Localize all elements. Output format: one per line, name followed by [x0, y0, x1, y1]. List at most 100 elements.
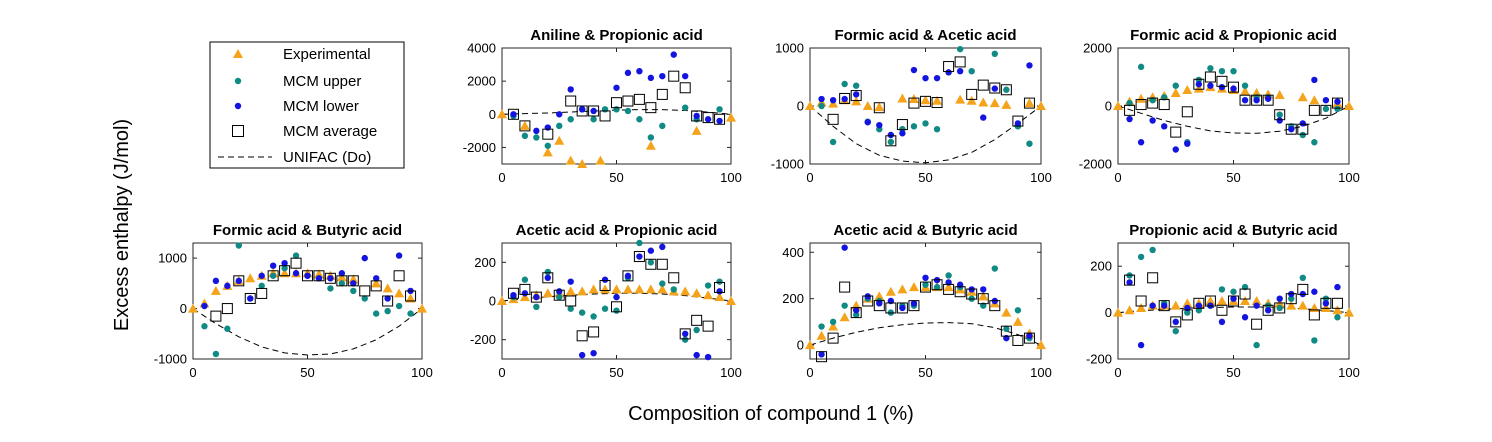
mcm-average-point [827, 332, 839, 344]
mcm-lower-point [693, 351, 700, 359]
mcm-lower-point [1126, 115, 1133, 123]
mcm-lower-point [829, 97, 837, 104]
mcm-average-point [668, 272, 680, 284]
mcm-upper-point [224, 325, 231, 332]
experimental-point [554, 135, 565, 145]
mcm-average-point [1000, 325, 1012, 337]
mcm-average-point [1193, 297, 1205, 309]
mcm-lower-point [1207, 82, 1214, 89]
mcm-upper-point [933, 126, 941, 133]
experimental-point [577, 159, 588, 168]
mcm-average-point [668, 70, 680, 82]
mcm-average-point [1204, 295, 1216, 307]
mcm-lower-point [841, 244, 848, 251]
mcm-lower-point [258, 272, 265, 279]
mcm-lower-point [818, 351, 825, 358]
experimental-point [680, 286, 691, 296]
y-tick-label: 0 [489, 107, 496, 122]
unifac-line [809, 105, 1042, 164]
mcm-upper-point [1322, 105, 1330, 113]
mcm-lower-point [818, 95, 825, 103]
experimental-point [828, 321, 839, 331]
mcm-upper-point [567, 116, 574, 123]
mcm-upper-point [636, 116, 643, 123]
experimental-point [691, 288, 702, 298]
unifac-line [192, 308, 423, 356]
mcm-lower-point [899, 304, 906, 312]
mcm-upper-point [1288, 295, 1295, 302]
mcm-upper-point [945, 272, 952, 279]
mcm-upper-point [624, 107, 632, 115]
mcm-upper-point [910, 123, 918, 130]
axes-box [192, 242, 423, 360]
mcm-upper-point [578, 309, 586, 316]
mcm-lower-point [1334, 98, 1341, 105]
experimental-point [577, 286, 588, 296]
mcm-average-point [656, 88, 668, 100]
mcm-average-point [954, 286, 966, 298]
x-tick-label: 100 [720, 365, 742, 380]
mcm-average-point [576, 105, 588, 117]
mcm-upper-point [1003, 325, 1010, 333]
mcm-upper-point [682, 104, 689, 111]
subplot-title: Aniline & Propionic acid [530, 27, 703, 44]
experimental-point [417, 303, 427, 313]
mcm-lower-point [682, 330, 689, 338]
legend-lower-marker [234, 102, 242, 110]
data-layer [497, 239, 736, 361]
experimental-point [565, 155, 576, 165]
x-tick-label: 0 [806, 365, 813, 380]
mcm-lower-point [1149, 117, 1156, 124]
mcm-upper-point [567, 305, 574, 312]
y-tick-label: 200 [474, 255, 496, 270]
mcm-average-point [1320, 104, 1332, 116]
mcm-average-point [553, 289, 565, 301]
experimental-point [1297, 92, 1308, 102]
experimental-point [1024, 98, 1035, 108]
y-tick-label: -1000 [154, 352, 187, 367]
mcm-upper-point [853, 82, 860, 89]
experimental-point [920, 95, 931, 105]
mcm-upper-point [991, 265, 998, 272]
mcm-upper-point [1026, 140, 1033, 147]
experimental-point [1193, 83, 1204, 93]
experimental-point [1136, 302, 1147, 312]
mcm-average-point [1239, 94, 1251, 106]
subplot-title: Acetic acid & Butyric acid [833, 222, 1017, 239]
experimental-point [989, 98, 1000, 108]
mcm-upper-point [693, 326, 700, 334]
mcm-upper-point [647, 134, 655, 141]
mcm-average-point [542, 272, 554, 284]
x-tick-label: 50 [1226, 365, 1240, 380]
experimental-point [1320, 302, 1331, 312]
mcm-average-point [370, 280, 382, 292]
mcm-average-point [405, 290, 417, 302]
experimental-point [245, 273, 256, 283]
mcm-upper-point [201, 323, 208, 330]
unifac-line [809, 322, 1042, 346]
mcm-average-point [931, 279, 943, 291]
mcm-average-point [679, 82, 691, 94]
mcm-average-point [966, 288, 978, 300]
mcm-upper-point [933, 283, 941, 291]
y-tick-label: 1000 [775, 41, 804, 56]
mcm-average-point [1274, 302, 1286, 314]
mcm-lower-point [956, 68, 964, 75]
mcm-average-point [1285, 293, 1297, 305]
experimental-point [1182, 85, 1193, 95]
data-layer [497, 51, 736, 168]
experimental-point [1309, 95, 1320, 105]
mcm-average-point [656, 258, 668, 270]
y-tick-label: -2000 [463, 140, 496, 155]
experimental-point [657, 284, 668, 294]
mcm-average-point [519, 120, 531, 132]
y-tick-label: 1000 [158, 251, 187, 266]
mcm-lower-point [876, 121, 883, 129]
mcm-average-point [1170, 316, 1182, 328]
mcm-average-point [633, 93, 645, 105]
experimental-point [188, 303, 198, 313]
mcm-upper-point [212, 350, 220, 358]
mcm-average-point [542, 128, 554, 140]
